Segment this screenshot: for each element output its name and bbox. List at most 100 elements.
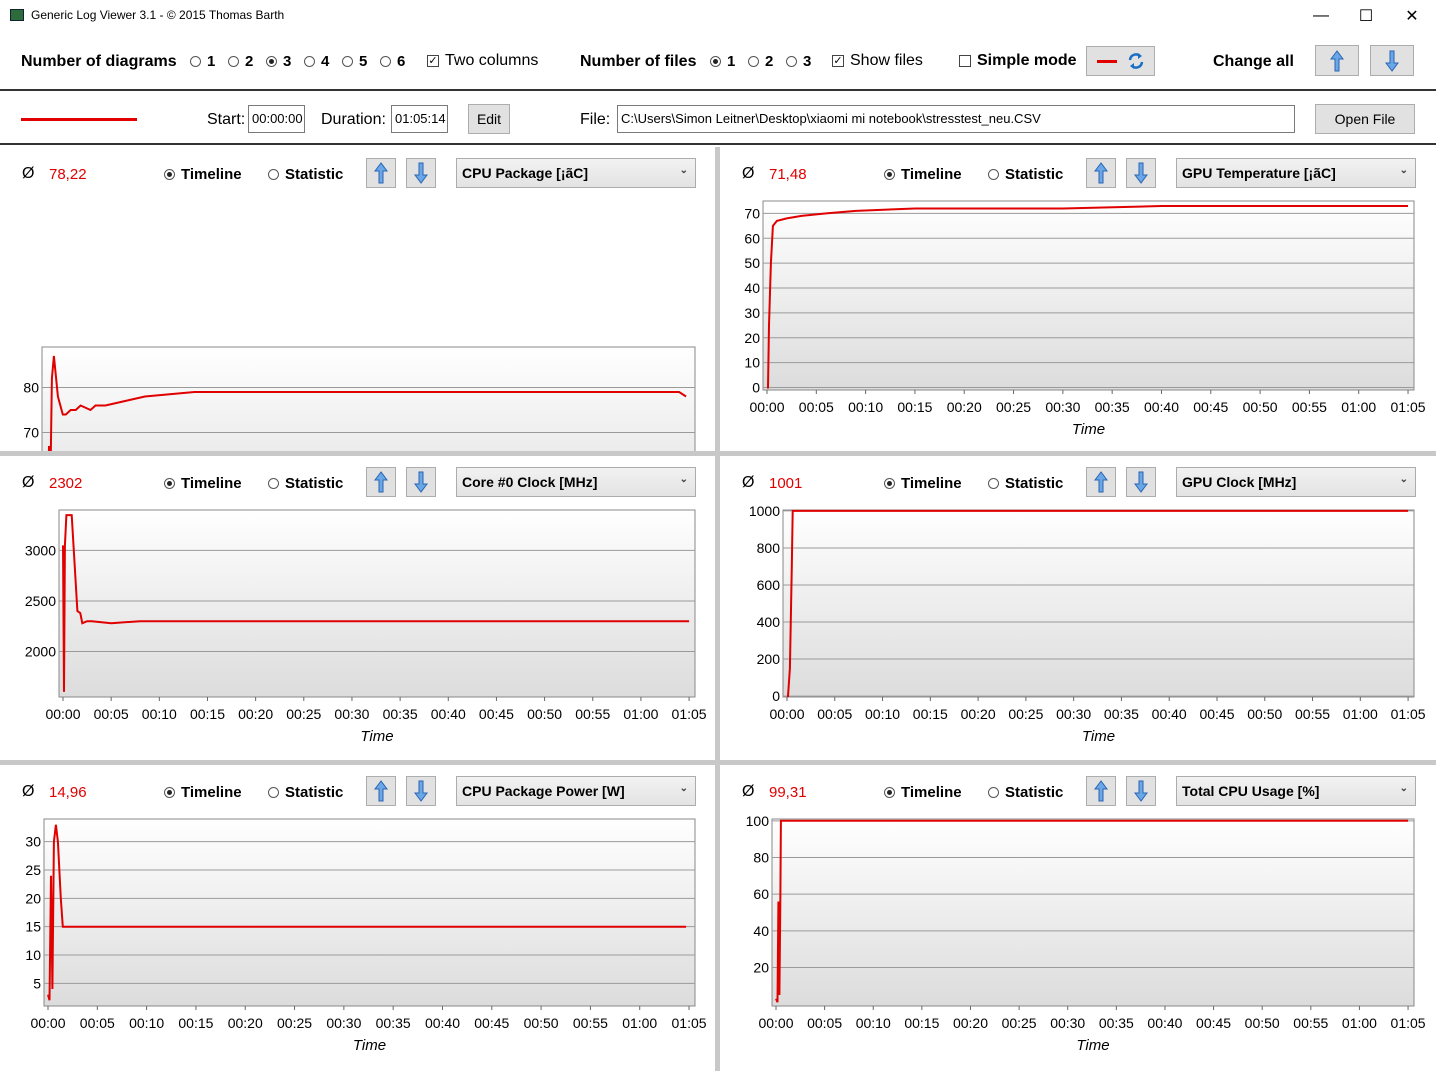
x-tick-label: 00:55	[1292, 399, 1327, 415]
column-splitter[interactable]	[715, 147, 720, 1071]
x-tick-label: 00:50	[524, 1015, 559, 1031]
diagrams-radio-4[interactable]: 4	[304, 53, 329, 70]
timeline-radio[interactable]: Timeline	[884, 166, 962, 183]
sensor-select-value: CPU Package Power [W]	[462, 783, 625, 799]
x-tick-label: 01:00	[623, 706, 658, 722]
show-files-checkbox[interactable]: ✓ Show files	[832, 52, 923, 70]
x-tick-label: 00:15	[178, 1015, 213, 1031]
diagrams-radio-6[interactable]: 6	[380, 53, 405, 70]
sensor-select[interactable]: CPU Package [¡ãC] ⌄	[456, 158, 696, 188]
move-all-down-button[interactable]	[1370, 45, 1414, 76]
statistic-radio[interactable]: Statistic	[988, 475, 1063, 492]
move-up-button[interactable]	[366, 467, 396, 497]
sensor-select-value: CPU Package [¡ãC]	[462, 165, 589, 181]
simple-mode-label: Simple mode	[977, 52, 1077, 69]
move-up-button[interactable]	[1086, 158, 1116, 188]
radio-dot-icon	[884, 787, 895, 798]
radio-dot-icon	[228, 56, 239, 67]
timeline-radio[interactable]: Timeline	[164, 784, 242, 801]
y-tick-label: 10	[25, 947, 41, 963]
x-tick-label: 00:20	[947, 399, 982, 415]
duration-input[interactable]: 01:05:14	[391, 105, 448, 133]
move-down-button[interactable]	[1126, 158, 1156, 188]
move-down-button[interactable]	[1126, 467, 1156, 497]
files-radio-2[interactable]: 2	[748, 53, 773, 70]
move-up-button[interactable]	[366, 158, 396, 188]
statistic-radio[interactable]: Statistic	[268, 166, 343, 183]
sensor-select[interactable]: GPU Temperature [¡ãC] ⌄	[1176, 158, 1416, 188]
close-button[interactable]: ✕	[1405, 7, 1419, 25]
move-up-button[interactable]	[366, 776, 396, 806]
diagrams-radio-5[interactable]: 5	[342, 53, 367, 70]
x-tick-label: 01:05	[672, 706, 707, 722]
diagrams-option-label: 4	[321, 53, 330, 70]
arrow-down-icon	[1385, 50, 1399, 72]
x-tick-label: 00:45	[474, 1015, 509, 1031]
chevron-down-icon: ⌄	[679, 474, 688, 485]
sensor-select[interactable]: Total CPU Usage [%] ⌄	[1176, 776, 1416, 806]
x-tick-label: 00:45	[1193, 399, 1228, 415]
diagrams-radio-1[interactable]: 1	[190, 53, 215, 70]
move-down-button[interactable]	[1126, 776, 1156, 806]
row-splitter-1[interactable]	[0, 451, 1436, 456]
average-value: 14,96	[49, 784, 87, 801]
edit-button[interactable]: Edit	[468, 104, 510, 134]
statistic-radio[interactable]: Statistic	[268, 784, 343, 801]
x-axis-label: Time	[353, 1037, 386, 1054]
move-all-up-button[interactable]	[1315, 45, 1359, 76]
sensor-select[interactable]: Core #0 Clock [MHz] ⌄	[456, 467, 696, 497]
sensor-select[interactable]: CPU Package Power [W] ⌄	[456, 776, 696, 806]
timeline-radio[interactable]: Timeline	[164, 475, 242, 492]
statistic-radio[interactable]: Statistic	[268, 475, 343, 492]
timeline-radio[interactable]: Timeline	[884, 784, 962, 801]
x-tick-label: 00:10	[848, 399, 883, 415]
files-radio-3[interactable]: 3	[786, 53, 811, 70]
diagrams-radio-3[interactable]: 3	[266, 53, 291, 70]
x-tick-label: 00:15	[904, 1015, 939, 1031]
maximize-button[interactable]: ☐	[1358, 7, 1374, 25]
start-input[interactable]: 00:00:00	[248, 105, 305, 133]
move-up-button[interactable]	[1086, 467, 1116, 497]
refresh-icon	[1128, 53, 1143, 69]
x-axis-label: Time	[360, 728, 393, 745]
move-down-button[interactable]	[406, 776, 436, 806]
statistic-radio[interactable]: Statistic	[988, 784, 1063, 801]
radio-dot-icon	[710, 56, 721, 67]
radio-dot-icon	[190, 56, 201, 67]
minimize-button[interactable]: —	[1313, 6, 1329, 24]
two-columns-checkbox[interactable]: ✓ Two columns	[427, 52, 538, 70]
timeline-radio[interactable]: Timeline	[164, 166, 242, 183]
files-radio-1[interactable]: 1	[710, 53, 735, 70]
move-down-button[interactable]	[406, 467, 436, 497]
chevron-down-icon: ⌄	[679, 165, 688, 176]
diagrams-radio-2[interactable]: 2	[228, 53, 253, 70]
chevron-down-icon: ⌄	[1399, 165, 1408, 176]
row-splitter-2[interactable]	[0, 760, 1436, 765]
line-style-button[interactable]	[1086, 46, 1155, 76]
y-tick-label: 15	[25, 919, 41, 935]
statistic-radio[interactable]: Statistic	[988, 166, 1063, 183]
file-path-input[interactable]: C:\Users\Simon Leitner\Desktop\xiaomi mi…	[617, 105, 1295, 133]
sensor-select[interactable]: GPU Clock [MHz] ⌄	[1176, 467, 1416, 497]
radio-dot-icon	[748, 56, 759, 67]
open-file-button[interactable]: Open File	[1315, 104, 1415, 134]
move-down-button[interactable]	[406, 158, 436, 188]
y-tick-label: 1000	[749, 503, 780, 519]
x-tick-label: 00:50	[1247, 706, 1282, 722]
chevron-down-icon: ⌄	[679, 783, 688, 794]
x-tick-label: 00:15	[190, 706, 225, 722]
move-up-button[interactable]	[1086, 776, 1116, 806]
x-tick-label: 00:00	[45, 706, 80, 722]
x-tick-label: 00:50	[1243, 399, 1278, 415]
timeline-radio[interactable]: Timeline	[884, 475, 962, 492]
window-title: Generic Log Viewer 3.1 - © 2015 Thomas B…	[31, 8, 285, 22]
timeline-label: Timeline	[181, 166, 242, 183]
y-tick-label: 0	[772, 688, 780, 704]
x-tick-label: 01:00	[622, 1015, 657, 1031]
x-tick-label: 00:35	[376, 1015, 411, 1031]
start-label: Start:	[207, 111, 246, 128]
simple-mode-checkbox[interactable]: Simple mode	[959, 52, 1077, 70]
radio-dot-icon	[884, 478, 895, 489]
statistic-label: Statistic	[1005, 475, 1064, 492]
x-tick-label: 01:05	[1391, 1015, 1426, 1031]
